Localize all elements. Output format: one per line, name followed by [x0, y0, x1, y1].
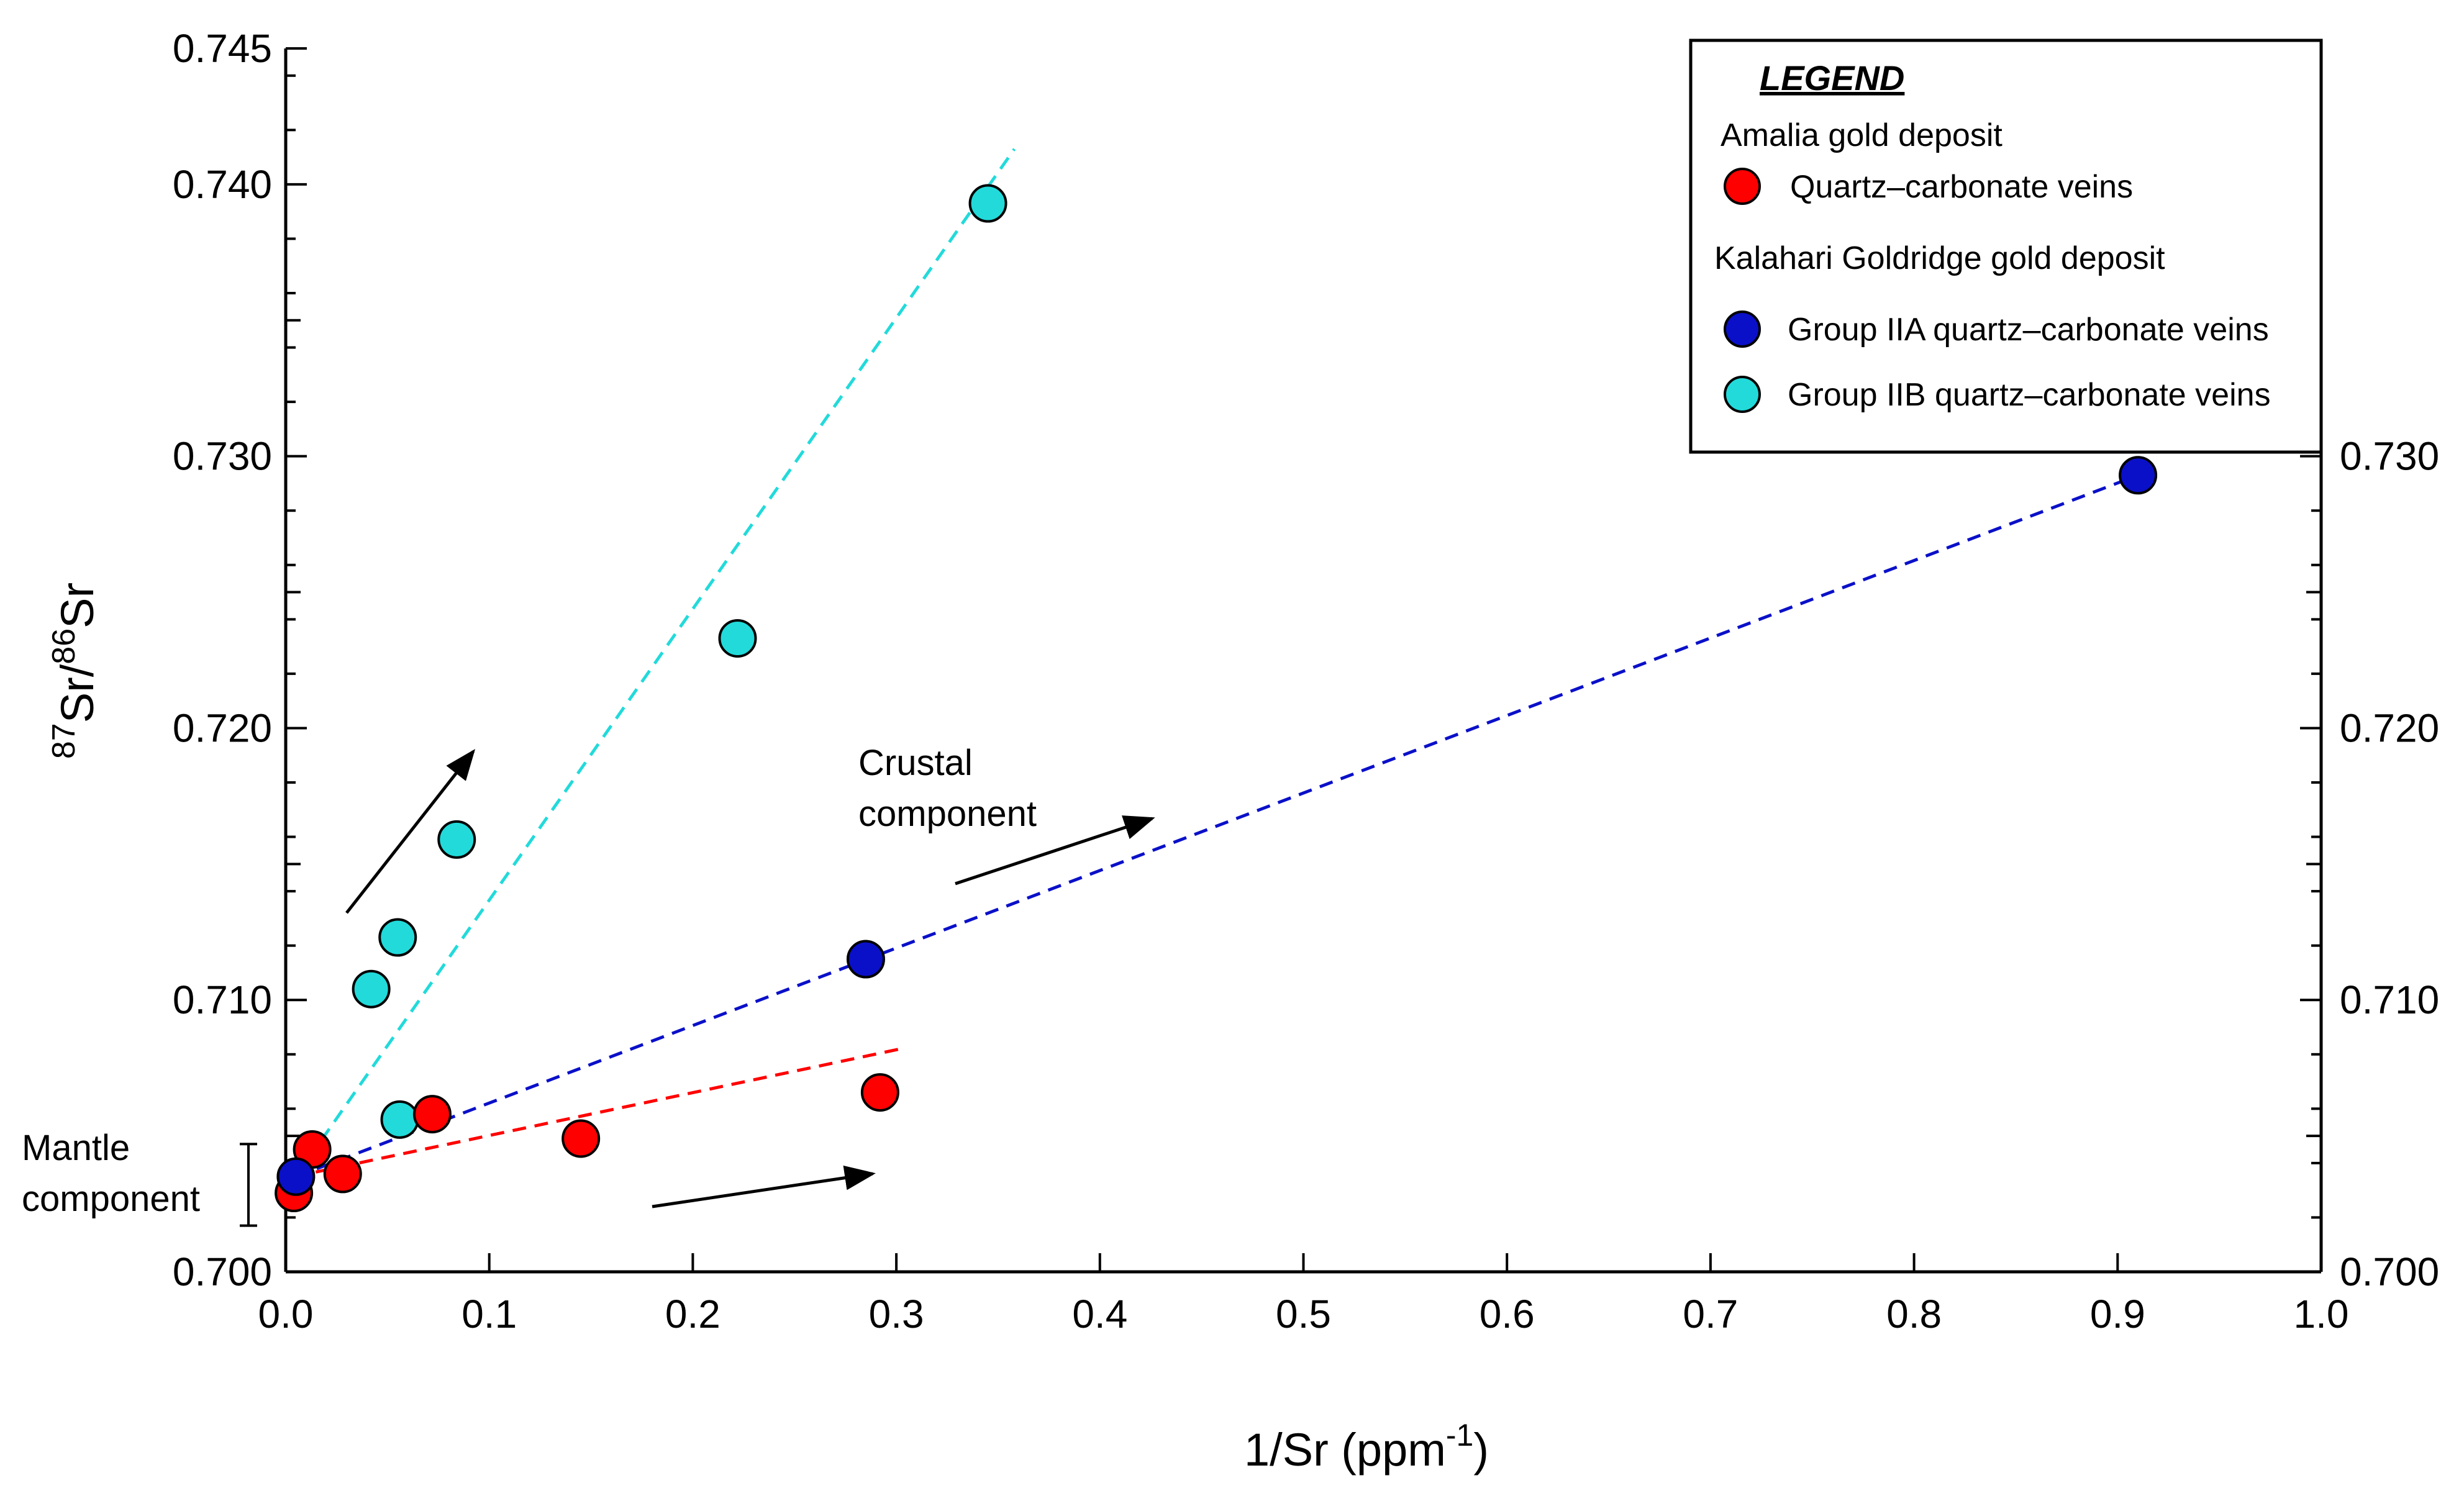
x-axis-title-sup: -1	[1446, 1418, 1473, 1453]
legend-marker-quartz-carbonate	[1724, 168, 1761, 205]
legend-marker-group-iia	[1724, 311, 1761, 348]
y-axis-title-sup2: 86	[46, 628, 82, 664]
iia-trend-arrow	[955, 815, 1155, 886]
data-point	[323, 1154, 362, 1194]
mantle-label-1: Mantle	[22, 1128, 130, 1168]
y-tick-label: 0.720	[173, 705, 272, 750]
iib-trend-arrow	[345, 749, 476, 914]
amalia-trend-arrow	[652, 1165, 876, 1208]
legend-box	[1689, 39, 2323, 454]
trend-line	[295, 473, 2139, 1179]
x-axis-title: 1/Sr (ppm-1)	[1244, 1418, 1489, 1476]
legend: LEGEND Amalia gold deposit Quartz–carbon…	[1689, 39, 2323, 454]
data-point	[846, 940, 885, 979]
arrows	[345, 749, 1155, 1208]
crustal-label-2: component	[858, 794, 1037, 834]
data-point	[561, 1119, 601, 1158]
x-tick-label: 0.5	[1276, 1292, 1331, 1336]
legend-label-group-iib: Group IIB quartz–carbonate veins	[1788, 377, 2271, 413]
x-tick-label: 0.7	[1683, 1292, 1738, 1336]
y-tick-label: 0.730	[173, 434, 272, 479]
data-point	[380, 1100, 419, 1139]
x-tick-label: 0.3	[869, 1292, 924, 1336]
trend-line	[293, 1047, 901, 1179]
x-axis-title-tail: )	[1473, 1424, 1489, 1476]
x-ticks: 0.0 0.1 0.2 0.3 0.4 0.5 0.6 0.7 0.8 0.9 1.0	[258, 1253, 2349, 1336]
legend-group1-title: Amalia gold deposit	[1721, 117, 2003, 153]
data-points	[275, 184, 2158, 1213]
y-tick-label-right: 0.700	[2340, 1249, 2439, 1294]
x-tick-label: 0.9	[2090, 1292, 2145, 1336]
data-point	[437, 820, 476, 859]
data-point	[860, 1073, 899, 1112]
y-axis-title-sup1: 87	[46, 723, 82, 759]
y-tick-label-right: 0.730	[2340, 434, 2439, 479]
y-tick-label: 0.740	[173, 162, 272, 207]
y-tick-label: 0.710	[173, 977, 272, 1022]
data-point	[2119, 456, 2158, 495]
x-tick-label: 0.1	[461, 1292, 517, 1336]
trend-line	[294, 148, 1016, 1178]
data-point	[352, 969, 391, 1009]
x-tick-label: 0.0	[258, 1292, 314, 1336]
legend-heading: LEGEND	[1760, 58, 1904, 97]
x-tick-label: 0.4	[1072, 1292, 1127, 1336]
legend-group2-title: Kalahari Goldridge gold deposit	[1714, 240, 2165, 276]
legend-label-quartz-carbonate: Quartz–carbonate veins	[1790, 169, 2133, 205]
mantle-range-bracket	[240, 1143, 257, 1227]
y-ticks: 0.700 0.710 0.720 0.730 0.740 0.745	[173, 26, 307, 1294]
y-tick-label: 0.745	[173, 26, 272, 71]
data-point	[378, 918, 417, 957]
y-tick-label-right: 0.710	[2340, 977, 2439, 1022]
y-tick-label-right: 0.720	[2340, 705, 2439, 750]
data-point	[718, 619, 757, 658]
y-tick-label: 0.700	[173, 1249, 272, 1294]
y-axis-title: 87Sr/86Sr	[46, 583, 103, 759]
y-axis-title-mid: Sr/	[52, 664, 103, 723]
x-axis-title-base: 1/Sr (ppm	[1244, 1424, 1446, 1476]
crustal-label-1: Crustal	[858, 743, 973, 783]
legend-label-group-iia: Group IIA quartz–carbonate veins	[1788, 312, 2269, 348]
data-point	[968, 184, 1007, 223]
trend-lines	[293, 148, 2139, 1179]
x-tick-label: 0.6	[1480, 1292, 1535, 1336]
y-axis-title-tail: Sr	[52, 583, 103, 628]
x-tick-label: 0.2	[665, 1292, 721, 1336]
data-point	[412, 1095, 452, 1134]
y-ticks-right: 0.700 0.710 0.720 0.730	[2300, 434, 2439, 1294]
x-tick-label: 0.8	[1886, 1292, 1942, 1336]
x-tick-label: 1.0	[2294, 1292, 2349, 1336]
mantle-label-2: component	[22, 1179, 200, 1219]
data-point	[276, 1157, 316, 1196]
legend-marker-group-iib	[1724, 376, 1761, 413]
